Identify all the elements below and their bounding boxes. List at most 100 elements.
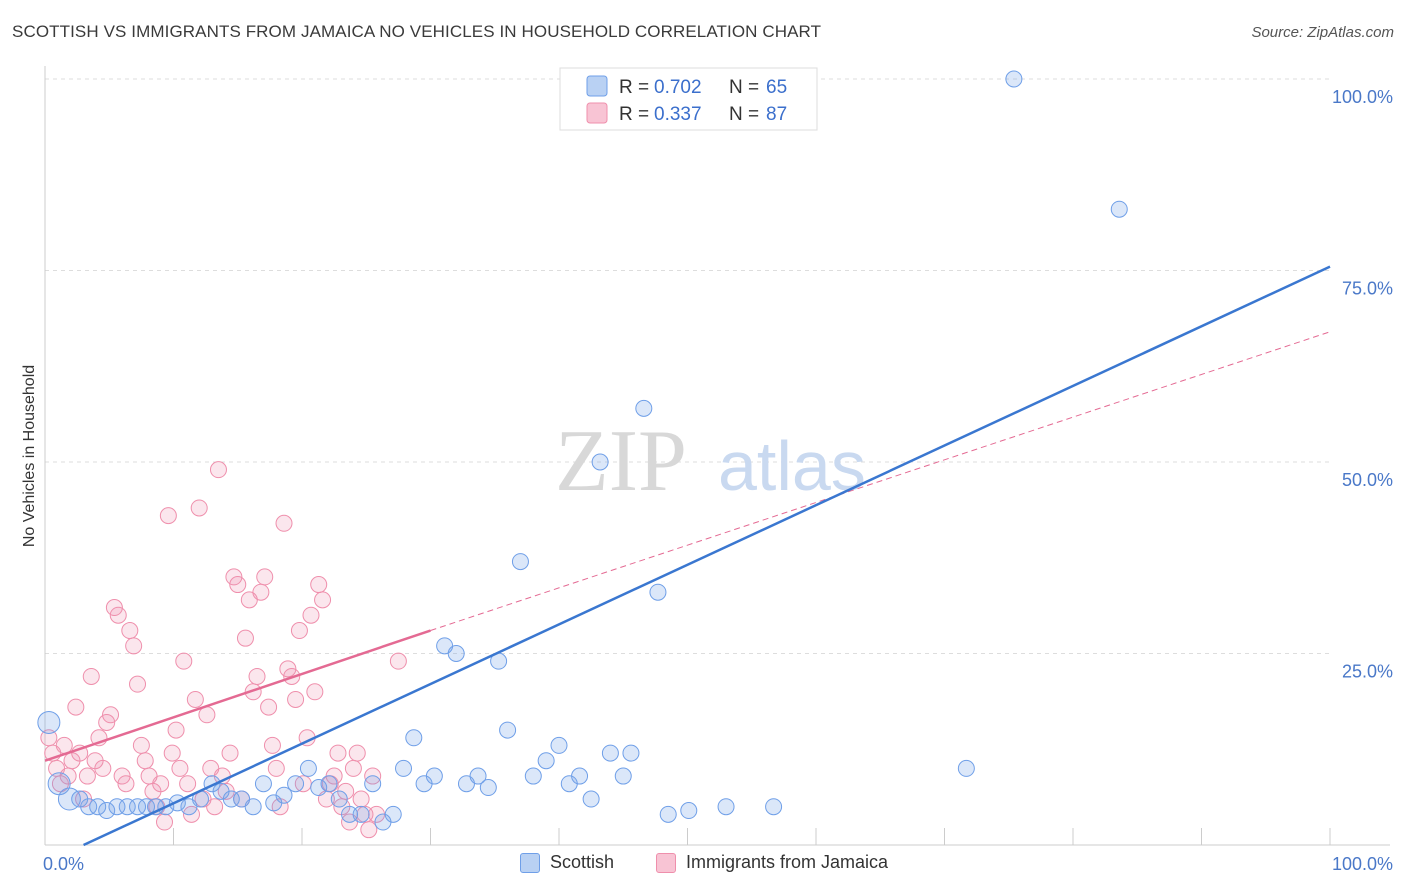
- scottish-point-60: [717, 798, 735, 816]
- jamaica-point-25: [136, 752, 154, 770]
- legend-swatch-jamaica: [656, 852, 676, 873]
- bottom-legend: Scottish Immigrants from Jamaica: [0, 852, 1406, 878]
- jamaica-point-29: [152, 775, 170, 793]
- jamaica-point-86: [389, 652, 407, 670]
- jamaica-trend-extension: [430, 331, 1331, 631]
- jamaica-point-79: [344, 759, 362, 777]
- chart-title: SCOTTISH VS IMMIGRANTS FROM JAMAICA NO V…: [12, 22, 822, 41]
- scottish-trend-line: [83, 265, 1331, 847]
- legend-n-label-2: N =: [729, 104, 759, 125]
- jamaica-point-23: [129, 675, 147, 693]
- x-tick-label-0: 0.0%: [43, 854, 84, 874]
- jamaica-point-34: [171, 759, 189, 777]
- legend-label-jamaica: Immigrants from Jamaica: [686, 852, 889, 872]
- y-tick-label-3: 100.0%: [1332, 87, 1393, 107]
- scottish-point-59: [680, 802, 698, 820]
- jamaica-point-70: [310, 576, 328, 594]
- legend-n-value-2: 87: [766, 104, 787, 125]
- jamaica-point-62: [279, 660, 297, 678]
- jamaica-point-39: [190, 499, 208, 517]
- x-tick-labels: 0.0% 100.0%: [43, 854, 1393, 874]
- jamaica-point-49: [229, 576, 247, 594]
- axes: [44, 66, 1390, 846]
- legend-swatch-jamaica: [586, 102, 608, 124]
- scottish-point-51: [582, 790, 600, 808]
- scottish-point-5: [89, 798, 107, 816]
- jamaica-point-14: [94, 759, 112, 777]
- watermark-zip: ZIP: [555, 413, 687, 510]
- scottish-point-47: [537, 752, 555, 770]
- watermark-atlas: atlas: [718, 427, 866, 505]
- jamaica-point-68: [302, 606, 320, 624]
- scottish-point-6: [98, 802, 116, 820]
- bottom-legend-jamaica: Immigrants from Jamaica: [656, 852, 888, 873]
- jamaica-point-35: [175, 652, 193, 670]
- series-scottish-points: [37, 70, 1128, 831]
- jamaica-point-55: [252, 583, 270, 601]
- jamaica-point-51: [236, 629, 254, 647]
- scottish-point-2: [57, 787, 81, 811]
- jamaica-point-36: [179, 775, 197, 793]
- jamaica-point-31: [159, 507, 177, 525]
- jamaica-point-11: [82, 667, 100, 685]
- jamaica-point-81: [352, 790, 370, 808]
- scottish-point-25: [299, 759, 317, 777]
- jamaica-point-69: [306, 683, 324, 701]
- source-label: Source: ZipAtlas.com: [1251, 24, 1394, 41]
- scottish-point-61: [765, 798, 783, 816]
- jamaica-point-15: [98, 713, 116, 731]
- y-tick-label-0: 25.0%: [1342, 662, 1393, 682]
- scottish-point-34: [395, 759, 413, 777]
- jamaica-point-44: [209, 461, 227, 479]
- legend-box: R = 0.702 N = 65 R = 0.337 N = 87: [559, 67, 818, 131]
- jamaica-point-59: [267, 759, 285, 777]
- legend-r-label-2: R =: [619, 104, 649, 125]
- scottish-point-50: [571, 767, 589, 785]
- jamaica-point-58: [263, 736, 281, 754]
- scottish-point-7: [108, 798, 126, 816]
- y-axis-title: No Vehicles in Household: [21, 365, 38, 547]
- jamaica-point-33: [167, 721, 185, 739]
- scottish-point-8: [118, 798, 136, 816]
- series-jamaica-points: [40, 461, 407, 839]
- jamaica-point-38: [186, 690, 204, 708]
- x-tick-label-1: 100.0%: [1332, 854, 1393, 874]
- scottish-point-0: [37, 710, 61, 734]
- scottish-point-21: [254, 775, 272, 793]
- scottish-point-30: [352, 805, 370, 823]
- legend-swatch-scottish: [520, 852, 540, 873]
- scottish-point-64: [1110, 200, 1128, 218]
- jamaica-point-7: [67, 698, 85, 716]
- y-tick-label-1: 50.0%: [1342, 470, 1393, 490]
- scottish-point-39: [447, 645, 465, 662]
- jamaica-point-47: [221, 744, 239, 762]
- legend-label-scottish: Scottish: [550, 852, 615, 872]
- jamaica-point-80: [348, 744, 366, 762]
- scottish-point-28: [330, 790, 348, 808]
- bottom-legend-scottish: Scottish: [520, 852, 614, 873]
- scottish-point-37: [425, 767, 443, 785]
- scottish-point-20: [244, 798, 262, 816]
- scottish-point-57: [649, 583, 667, 601]
- trend-lines: [44, 265, 1331, 847]
- y-tick-labels: 25.0% 50.0% 75.0% 100.0%: [1332, 87, 1393, 682]
- scottish-point-35: [405, 729, 423, 747]
- scottish-point-55: [622, 744, 640, 762]
- jamaica-point-71: [314, 591, 332, 609]
- scottish-point-41: [469, 767, 487, 785]
- legend-swatch-scottish: [586, 75, 608, 97]
- jamaica-point-83: [360, 821, 378, 839]
- jamaica-point-32: [163, 744, 181, 762]
- scottish-point-52: [591, 453, 609, 471]
- scottish-point-23: [275, 786, 293, 804]
- jamaica-point-24: [132, 736, 150, 754]
- jamaica-point-64: [287, 690, 305, 708]
- jamaica-point-17: [105, 599, 123, 617]
- jamaica-point-57: [260, 698, 278, 716]
- scottish-point-24: [287, 775, 305, 793]
- scottish-point-58: [659, 805, 677, 823]
- scottish-point-46: [524, 767, 542, 785]
- scottish-point-62: [957, 759, 975, 777]
- jamaica-point-20: [117, 775, 135, 793]
